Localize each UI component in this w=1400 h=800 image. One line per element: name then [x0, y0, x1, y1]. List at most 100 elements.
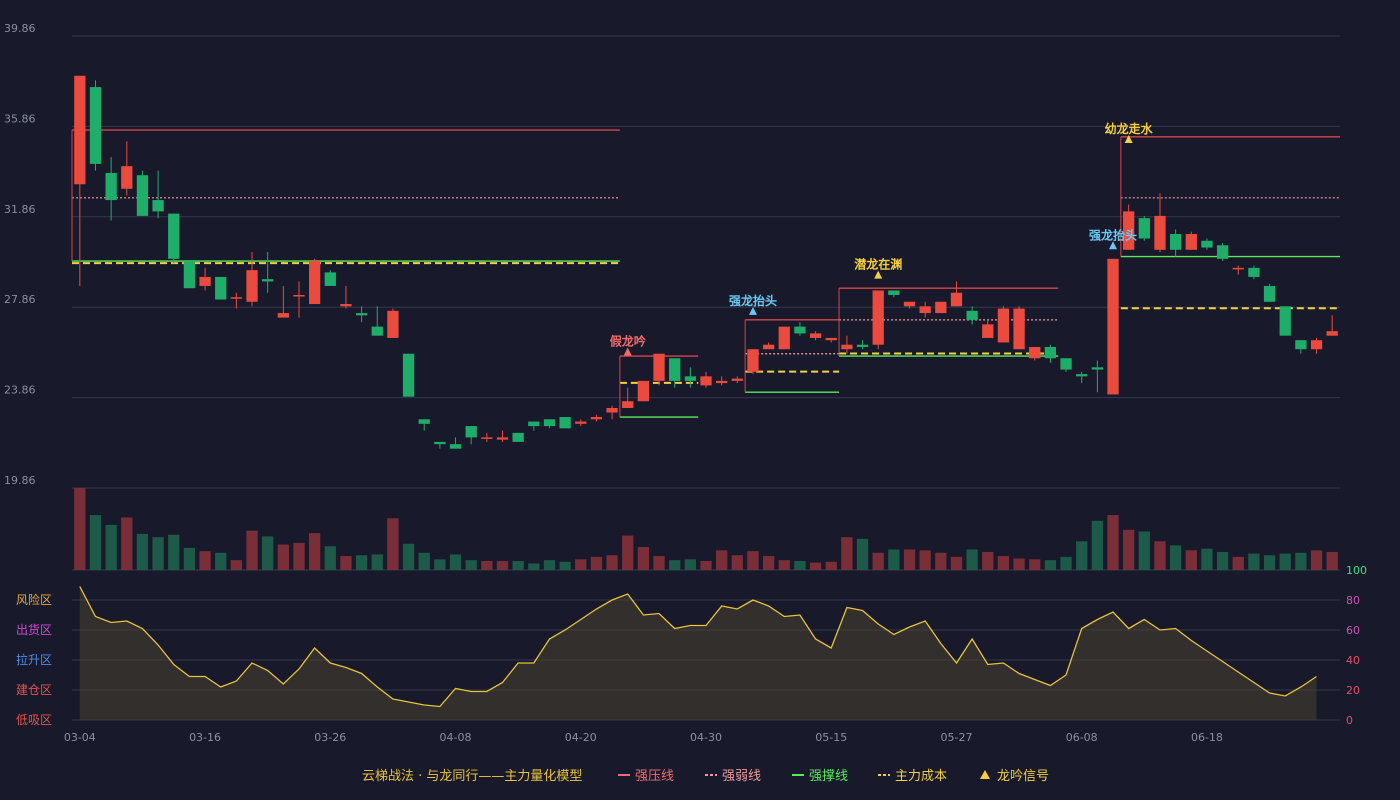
price-tick-label: 23.86 [4, 384, 36, 397]
candle [152, 170, 164, 219]
candle-body [215, 276, 227, 300]
candle [669, 358, 681, 388]
candle [74, 75, 86, 286]
candle-body [512, 432, 524, 442]
indicator-tick-label: 0 [1346, 714, 1353, 727]
candle [1295, 340, 1307, 354]
volume-bar [1107, 515, 1119, 570]
x-tick-label: 04-20 [565, 731, 597, 744]
candle-body [653, 353, 665, 381]
candle [355, 306, 368, 323]
candle-body [590, 417, 603, 420]
volume-bar [262, 536, 274, 570]
candle-body [1310, 340, 1323, 350]
candle-body [481, 437, 493, 439]
candle [637, 380, 650, 402]
volume-bar [74, 488, 86, 570]
candle [731, 376, 743, 384]
volume-bar [277, 544, 289, 570]
price-tick-label: 31.86 [4, 203, 36, 216]
legend-label: 龙吟信号 [997, 768, 1049, 784]
zone-label: 拉升区 [16, 652, 52, 667]
candle [1216, 243, 1229, 262]
candle-body [919, 306, 931, 314]
candle [935, 301, 947, 314]
candle [1044, 344, 1057, 363]
candle-body [152, 200, 164, 212]
candle [1326, 315, 1338, 336]
volume-bar [1248, 553, 1260, 570]
indicator-tick-label: 80 [1346, 594, 1360, 607]
volume-bar [309, 533, 321, 570]
volume-bar [230, 560, 243, 570]
candle [230, 292, 243, 309]
volume-bar [1044, 560, 1057, 570]
indicator-tick-label: 40 [1346, 654, 1360, 667]
candle [888, 290, 900, 298]
legend-title: 云梯战法 · 与龙同行——主力量化模型 [362, 769, 582, 784]
candle-body [183, 261, 196, 289]
candle [1263, 283, 1276, 302]
volume-bar [1076, 541, 1088, 570]
candle [262, 252, 274, 293]
candle [1060, 358, 1072, 372]
volume-bar [982, 551, 994, 570]
candle-body [1091, 367, 1103, 370]
volume-bar [872, 552, 884, 570]
volume-bar [512, 560, 524, 570]
candle [1232, 265, 1244, 275]
legend-label: 强压线 [635, 769, 674, 784]
candle [950, 281, 963, 307]
volume-bar [89, 515, 102, 570]
candle-body [434, 441, 446, 445]
candle-body [89, 87, 102, 164]
candle [246, 252, 258, 307]
candle [1201, 238, 1213, 250]
candle-body [716, 380, 728, 384]
indicator-tick-label: 60 [1346, 624, 1360, 637]
candle [512, 432, 524, 442]
volume-bar [966, 549, 978, 570]
volume-bar [199, 551, 211, 570]
candle [982, 319, 994, 338]
candle-body [825, 337, 837, 341]
candle [136, 170, 149, 216]
volume-bar [700, 560, 712, 570]
x-tick-label: 03-26 [314, 731, 346, 744]
candle-body [606, 407, 618, 413]
candle [1013, 306, 1025, 350]
candle-body [277, 313, 289, 318]
volume-bar [402, 543, 415, 570]
volume-bar [606, 555, 618, 570]
candle-body [1107, 258, 1119, 395]
zone-label: 风险区 [16, 592, 52, 607]
indicator-line [79, 586, 1317, 708]
x-tick-label: 06-08 [1066, 731, 1098, 744]
candle-body [293, 294, 305, 297]
x-tick-label: 05-15 [815, 731, 847, 744]
volume-bar [183, 547, 196, 570]
candle [371, 306, 383, 336]
candle-body [309, 261, 321, 305]
candle [1310, 337, 1323, 354]
zone-label: 建仓区 [16, 683, 52, 697]
candle-body [136, 175, 149, 216]
candle-body [700, 376, 712, 386]
candle-body [966, 310, 978, 320]
candle [684, 367, 696, 388]
candle [997, 306, 1010, 343]
candle-body [355, 313, 368, 316]
candle [825, 337, 837, 343]
candle-body [199, 276, 211, 286]
volume-bar [168, 534, 180, 570]
candle-body [575, 421, 587, 424]
candle-body [543, 419, 556, 427]
zone-label: 低吸区 [16, 713, 52, 727]
candle-body [856, 344, 869, 347]
price-tick-label: 35.86 [4, 112, 36, 125]
signal: 强龙抬头 [729, 293, 777, 315]
volume-bar [903, 549, 916, 570]
candle-body [669, 358, 681, 381]
volume-bar [559, 561, 571, 570]
